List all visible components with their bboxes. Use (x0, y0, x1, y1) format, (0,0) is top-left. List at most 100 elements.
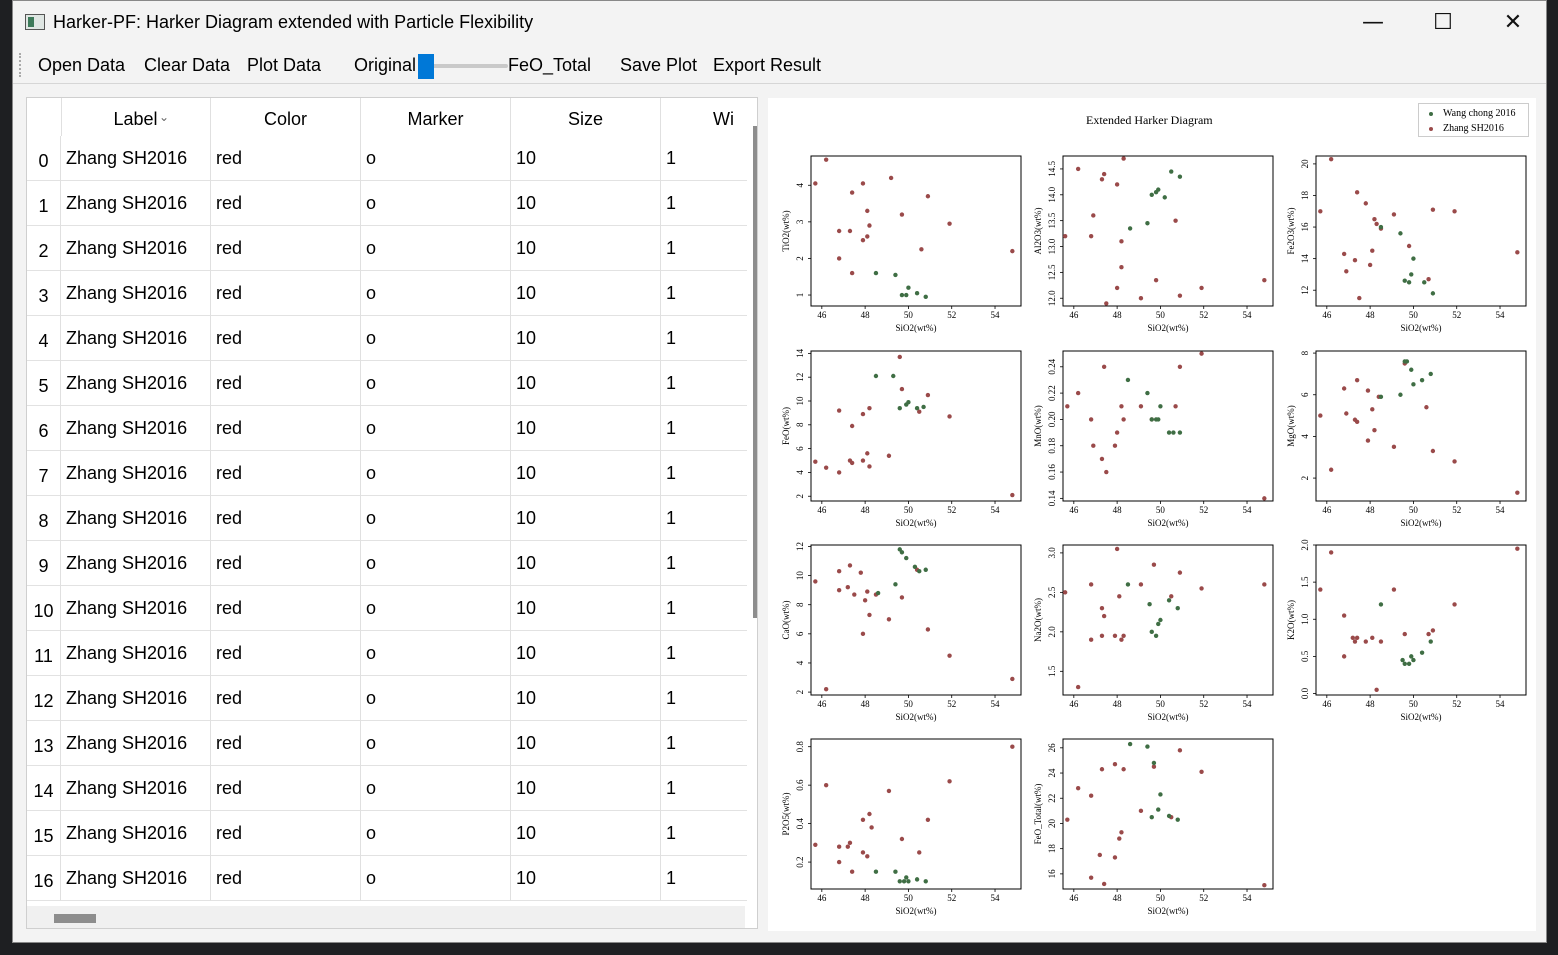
close-button[interactable]: ✕ (1503, 10, 1523, 35)
cell-color[interactable]: red (211, 136, 361, 181)
cell-label[interactable]: Zhang SH2016 (61, 406, 211, 451)
cell-label[interactable]: Zhang SH2016 (61, 631, 211, 676)
cell-size[interactable]: 10 (511, 226, 661, 271)
cell-marker[interactable]: o (361, 451, 511, 496)
plot-data-button[interactable]: Plot Data (247, 55, 322, 75)
cell-marker[interactable]: o (361, 181, 511, 226)
cell-size[interactable]: 10 (511, 181, 661, 226)
table-row[interactable]: 13 Zhang SH2016 red o 10 1 (27, 721, 747, 766)
header-size[interactable]: Size (511, 98, 661, 136)
open-data-button[interactable]: Open Data (38, 55, 126, 75)
table-row[interactable]: 6 Zhang SH2016 red o 10 1 (27, 406, 747, 451)
cell-size[interactable]: 10 (511, 451, 661, 496)
table-row[interactable]: 5 Zhang SH2016 red o 10 1 (27, 361, 747, 406)
table-row[interactable]: 1 Zhang SH2016 red o 10 1 (27, 181, 747, 226)
row-index[interactable]: 0 (27, 136, 61, 181)
cell-label[interactable]: Zhang SH2016 (61, 181, 211, 226)
table-row[interactable]: 2 Zhang SH2016 red o 10 1 (27, 226, 747, 271)
row-index[interactable]: 4 (27, 316, 61, 361)
cell-marker[interactable]: o (361, 361, 511, 406)
row-index[interactable]: 12 (27, 676, 61, 721)
cell-label[interactable]: Zhang SH2016 (61, 451, 211, 496)
cell-color[interactable]: red (211, 361, 361, 406)
cell-marker[interactable]: o (361, 856, 511, 901)
row-index[interactable]: 9 (27, 541, 61, 586)
header-marker[interactable]: Marker (361, 98, 511, 136)
cell-color[interactable]: red (211, 811, 361, 856)
cell-color[interactable]: red (211, 181, 361, 226)
cell-size[interactable]: 10 (511, 766, 661, 811)
cell-width[interactable]: 1 (661, 316, 757, 361)
cell-color[interactable]: red (211, 316, 361, 361)
cell-color[interactable]: red (211, 586, 361, 631)
cell-marker[interactable]: o (361, 496, 511, 541)
row-index[interactable]: 7 (27, 451, 61, 496)
table-row[interactable]: 12 Zhang SH2016 red o 10 1 (27, 676, 747, 721)
cell-marker[interactable]: o (361, 631, 511, 676)
cell-width[interactable]: 1 (661, 136, 757, 181)
cell-width[interactable]: 1 (661, 181, 757, 226)
row-index[interactable]: 6 (27, 406, 61, 451)
cell-width[interactable]: 1 (661, 496, 757, 541)
cell-color[interactable]: red (211, 496, 361, 541)
cell-width[interactable]: 1 (661, 631, 757, 676)
cell-label[interactable]: Zhang SH2016 (61, 721, 211, 766)
cell-color[interactable]: red (211, 766, 361, 811)
cell-width[interactable]: 1 (661, 541, 757, 586)
cell-marker[interactable]: o (361, 721, 511, 766)
cell-width[interactable]: 1 (661, 586, 757, 631)
row-index[interactable]: 15 (27, 811, 61, 856)
row-index[interactable]: 14 (27, 766, 61, 811)
table-row[interactable]: 7 Zhang SH2016 red o 10 1 (27, 451, 747, 496)
cell-label[interactable]: Zhang SH2016 (61, 586, 211, 631)
cell-label[interactable]: Zhang SH2016 (61, 136, 211, 181)
table-row[interactable]: 0 Zhang SH2016 red o 10 1 (27, 136, 747, 181)
row-index[interactable]: 1 (27, 181, 61, 226)
cell-size[interactable]: 10 (511, 541, 661, 586)
toolbar-grip[interactable] (19, 53, 23, 77)
cell-color[interactable]: red (211, 406, 361, 451)
cell-color[interactable]: red (211, 676, 361, 721)
cell-marker[interactable]: o (361, 676, 511, 721)
cell-color[interactable]: red (211, 226, 361, 271)
cell-width[interactable]: 1 (661, 676, 757, 721)
cell-size[interactable]: 10 (511, 811, 661, 856)
cell-color[interactable]: red (211, 541, 361, 586)
cell-width[interactable]: 1 (661, 406, 757, 451)
horizontal-scrollbar-thumb[interactable] (54, 914, 96, 923)
export-result-button[interactable]: Export Result (713, 55, 822, 75)
table-row[interactable]: 11 Zhang SH2016 red o 10 1 (27, 631, 747, 676)
row-index[interactable]: 8 (27, 496, 61, 541)
cell-marker[interactable]: o (361, 271, 511, 316)
cell-size[interactable]: 10 (511, 676, 661, 721)
cell-size[interactable]: 10 (511, 406, 661, 451)
cell-color[interactable]: red (211, 451, 361, 496)
cell-marker[interactable]: o (361, 766, 511, 811)
cell-marker[interactable]: o (361, 136, 511, 181)
minimize-button[interactable]: — (1362, 10, 1384, 35)
table-row[interactable]: 10 Zhang SH2016 red o 10 1 (27, 586, 747, 631)
cell-marker[interactable]: o (361, 586, 511, 631)
cell-label[interactable]: Zhang SH2016 (61, 496, 211, 541)
row-index[interactable]: 13 (27, 721, 61, 766)
cell-color[interactable]: red (211, 271, 361, 316)
cell-label[interactable]: Zhang SH2016 (61, 271, 211, 316)
cell-label[interactable]: Zhang SH2016 (61, 811, 211, 856)
mode-slider-track[interactable] (418, 64, 508, 68)
header-color[interactable]: Color (211, 98, 361, 136)
table-row[interactable]: 14 Zhang SH2016 red o 10 1 (27, 766, 747, 811)
cell-marker[interactable]: o (361, 811, 511, 856)
row-index[interactable]: 3 (27, 271, 61, 316)
title-bar[interactable]: Harker-PF: Harker Diagram extended with … (13, 1, 1546, 45)
cell-label[interactable]: Zhang SH2016 (61, 316, 211, 361)
cell-size[interactable]: 10 (511, 856, 661, 901)
header-width[interactable]: Wi (661, 98, 757, 136)
cell-width[interactable]: 1 (661, 811, 757, 856)
cell-width[interactable]: 1 (661, 361, 757, 406)
cell-size[interactable]: 10 (511, 631, 661, 676)
table-corner[interactable] (27, 98, 62, 136)
cell-label[interactable]: Zhang SH2016 (61, 361, 211, 406)
cell-size[interactable]: 10 (511, 136, 661, 181)
cell-width[interactable]: 1 (661, 451, 757, 496)
cell-size[interactable]: 10 (511, 586, 661, 631)
